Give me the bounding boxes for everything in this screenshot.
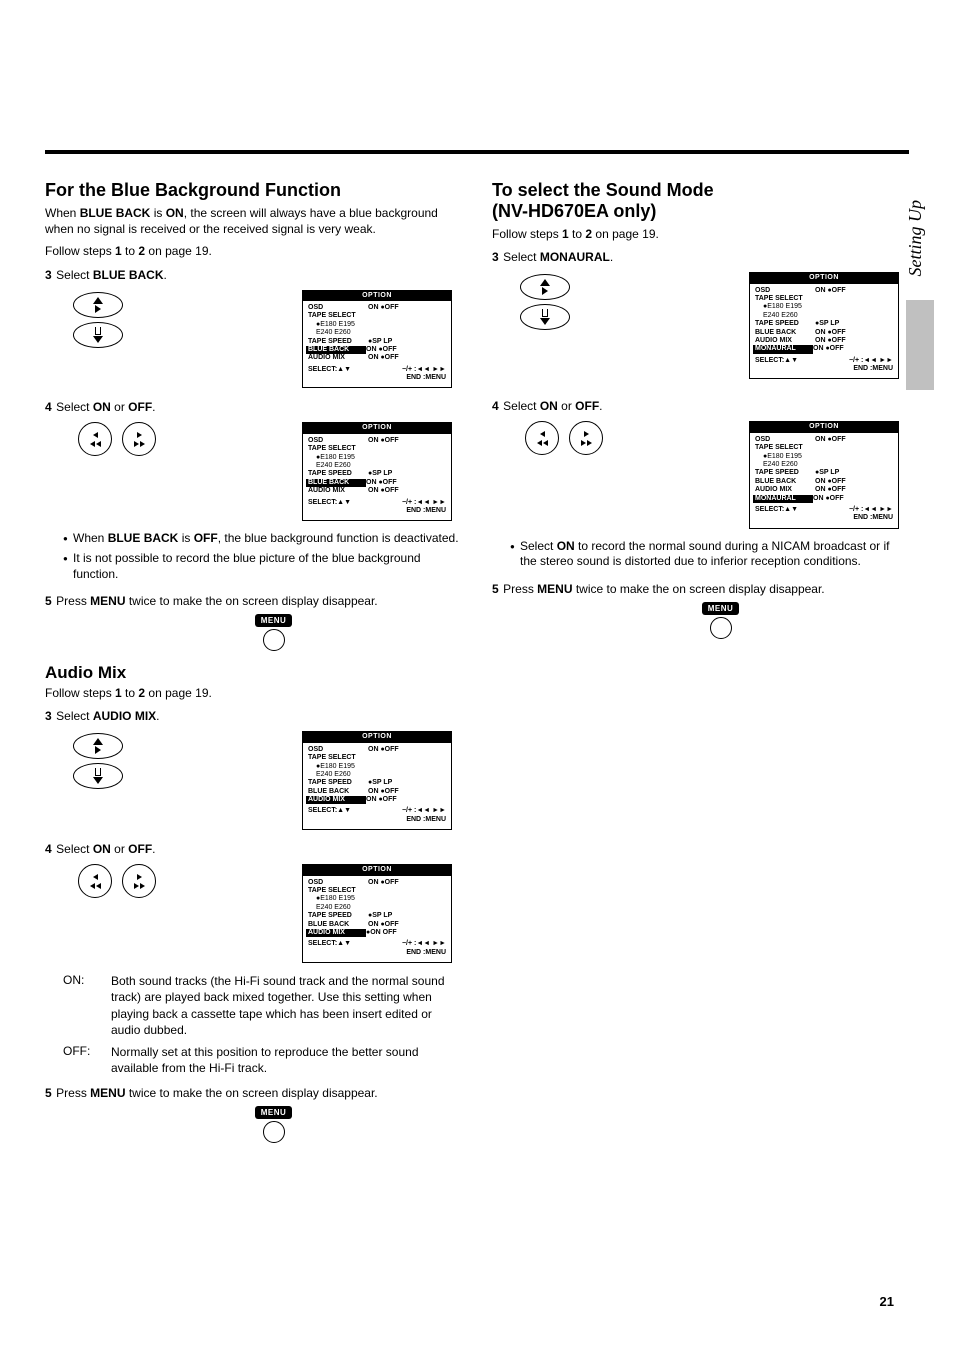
- down-button-icon: [73, 322, 123, 348]
- sound-step4: 4 Select ON or OFF. OPTIONOSDON ●OFFTAPE…: [492, 397, 909, 528]
- rew-button-icon: [525, 421, 559, 455]
- nav-left-right-icons: [520, 421, 608, 455]
- osd-monaural-onoff: OPTIONOSDON ●OFFTAPE SELECT●E180 E195 E2…: [749, 421, 899, 528]
- columns: For the Blue Background Function When BL…: [45, 180, 909, 1153]
- blueback-step4: 4 Select ON or OFF. OPTIONOSDON ●OFFTAPE…: [45, 398, 462, 521]
- column-left: For the Blue Background Function When BL…: [45, 180, 462, 1153]
- nav-up-down-icons: [73, 731, 123, 791]
- osd-monaural-select: OPTIONOSDON ●OFFTAPE SELECT●E180 E195 E2…: [749, 272, 899, 379]
- sound-follow: Follow steps 1 to 2 on page 19.: [492, 226, 909, 242]
- heading-sound-mode-1: To select the Sound Mode: [492, 180, 909, 201]
- osd-blueback-select: OPTIONOSDON ●OFFTAPE SELECT●E180 E195 E2…: [302, 290, 452, 389]
- page-number: 21: [880, 1294, 894, 1309]
- column-right: To select the Sound Mode (NV-HD670EA onl…: [492, 180, 909, 1153]
- menu-button-icon: MENU: [532, 602, 909, 639]
- heading-audio-mix: Audio Mix: [45, 663, 462, 683]
- nav-up-down-icons: [73, 290, 123, 350]
- sound-note1: Select ON to record the normal sound dur…: [510, 539, 909, 570]
- menu-button-icon: MENU: [85, 1106, 462, 1143]
- osd-audiomix-onoff: OPTIONOSDON ●OFFTAPE SELECT●E180 E195 E2…: [302, 864, 452, 963]
- up-button-icon: [73, 733, 123, 759]
- down-button-icon: [73, 763, 123, 789]
- rew-button-icon: [78, 422, 112, 456]
- rule-top: [45, 150, 909, 154]
- menu-button-icon: MENU: [85, 614, 462, 651]
- sound-step5: 5 Press MENU twice to make the on screen…: [492, 580, 909, 639]
- osd-blueback-onoff: OPTIONOSDON ●OFFTAPE SELECT●E180 E195 E2…: [302, 422, 452, 521]
- rew-button-icon: [78, 864, 112, 898]
- ff-button-icon: [122, 864, 156, 898]
- audiomix-step3: 3 Select AUDIO MIX. OPTIONOSDON ●OFFTAPE…: [45, 707, 462, 830]
- blueback-step5: 5 Press MENU twice to make the on screen…: [45, 592, 462, 651]
- nav-left-right-icons: [73, 422, 161, 456]
- ff-button-icon: [122, 422, 156, 456]
- blueback-note1: When BLUE BACK is OFF, the blue backgrou…: [63, 531, 462, 547]
- audiomix-step5: 5 Press MENU twice to make the on screen…: [45, 1084, 462, 1143]
- blueback-note2: It is not possible to record the blue pi…: [63, 551, 462, 582]
- ff-button-icon: [569, 421, 603, 455]
- heading-sound-mode-2: (NV-HD670EA only): [492, 201, 909, 222]
- blueback-follow: Follow steps 1 to 2 on page 19.: [45, 243, 462, 259]
- nav-left-right-icons: [73, 864, 161, 898]
- sound-step3: 3 Select MONAURAL. OPTIONOSDON ●OFFTAPE …: [492, 248, 909, 379]
- side-thumb-tab: [906, 300, 934, 390]
- nav-up-down-icons: [520, 272, 570, 332]
- blueback-intro: When BLUE BACK is ON, the screen will al…: [45, 205, 462, 237]
- up-button-icon: [520, 274, 570, 300]
- down-button-icon: [520, 304, 570, 330]
- audiomix-follow: Follow steps 1 to 2 on page 19.: [45, 685, 462, 701]
- audiomix-step4: 4 Select ON or OFF. OPTIONOSDON ●OFFTAPE…: [45, 840, 462, 963]
- page: Setting Up For the Blue Background Funct…: [0, 0, 954, 1349]
- heading-blue-back: For the Blue Background Function: [45, 180, 462, 201]
- audiomix-definitions: ON:Both sound tracks (the Hi-Fi sound tr…: [63, 973, 462, 1076]
- osd-audiomix-select: OPTIONOSDON ●OFFTAPE SELECT●E180 E195 E2…: [302, 731, 452, 830]
- side-tab: Setting Up: [905, 200, 926, 277]
- blueback-step3: 3 Select BLUE BACK. OPTIONOSDON ●OFFTAPE…: [45, 266, 462, 389]
- up-button-icon: [73, 292, 123, 318]
